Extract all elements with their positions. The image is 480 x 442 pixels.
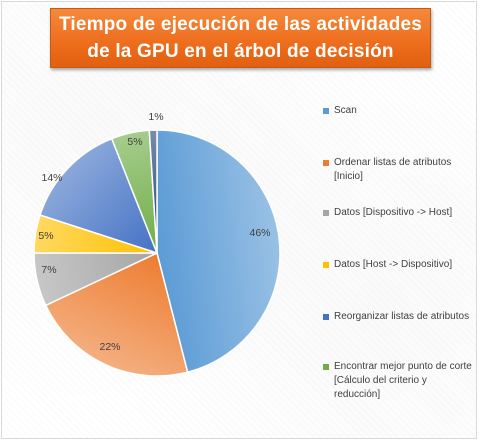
legend-swatch	[323, 364, 329, 370]
pie-slices	[33, 129, 281, 377]
chart-title-box: Tiempo de ejecución de las actividades d…	[50, 8, 431, 68]
data-label-6: 5%	[127, 136, 142, 148]
pie-slice-5	[39, 137, 159, 255]
legend-swatch	[323, 314, 329, 320]
pie-slice-7	[148, 129, 158, 254]
legend-label: Datos [Dispositivo -> Host]	[334, 207, 453, 218]
legend-item-2: Ordenar listas de atributos [Inicio]	[323, 156, 475, 184]
legend-label: Encontrar mejor punto de corte [Cálculo …	[334, 361, 472, 400]
data-label-3: 7%	[41, 264, 56, 276]
legend-swatch	[323, 262, 329, 268]
legend-swatch	[323, 210, 329, 216]
legend-label: Reorganizar listas de atributos	[334, 311, 470, 322]
legend-item-5: Reorganizar listas de atributos	[323, 310, 475, 324]
legend-item-4: Datos [Host -> Dispositivo]	[323, 258, 475, 272]
pie-slice-2	[44, 251, 189, 377]
legend-item-3: Datos [Dispositivo -> Host]	[323, 206, 475, 220]
legend-label: Ordenar listas de atributos [Inicio]	[334, 157, 452, 182]
pie-data-labels: 46% 22% 7% 5% 14% 5% 1%	[38, 111, 270, 353]
data-label-2: 22%	[99, 341, 120, 353]
data-label-5: 14%	[41, 172, 62, 184]
legend-swatch	[323, 160, 329, 166]
data-label-4: 5%	[38, 230, 53, 242]
data-label-1: 46%	[249, 227, 270, 239]
legend-label: Datos [Host -> Dispositivo]	[334, 259, 453, 270]
legend-label: Scan	[334, 105, 357, 116]
legend-swatch	[323, 108, 329, 114]
pie-slice-1	[156, 129, 281, 374]
chart-title: Tiempo de ejecución de las actividades d…	[58, 14, 423, 62]
legend-item-6: Encontrar mejor punto de corte [Cálculo …	[323, 360, 475, 402]
data-label-7: 1%	[148, 111, 163, 123]
legend-item-1: Scan	[323, 104, 475, 118]
